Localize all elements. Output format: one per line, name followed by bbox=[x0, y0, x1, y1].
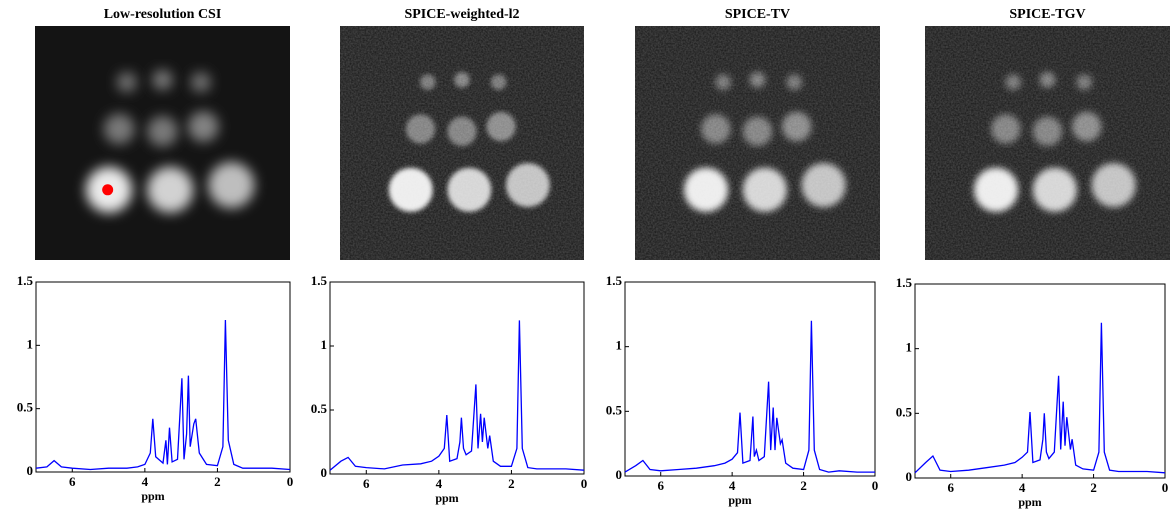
y-tick-label: 0.5 bbox=[311, 401, 328, 416]
phantom-vial bbox=[208, 162, 255, 209]
x-tick-label: 6 bbox=[657, 478, 664, 493]
phantom-image bbox=[35, 26, 290, 260]
x-tick-label: 6 bbox=[947, 480, 954, 495]
y-tick-label: 1 bbox=[616, 338, 623, 353]
y-tick-label: 1.5 bbox=[606, 273, 623, 288]
plot-frame bbox=[329, 281, 585, 475]
spectrum-line bbox=[329, 320, 585, 471]
phantom-vial bbox=[152, 69, 173, 91]
x-tick-label: 2 bbox=[508, 476, 515, 491]
y-tick-label: 1 bbox=[27, 336, 34, 351]
panel-title: SPICE-weighted-l2 bbox=[404, 7, 519, 22]
y-tick-label: 1.5 bbox=[311, 273, 328, 288]
image-noise bbox=[340, 26, 584, 260]
panel-title: SPICE-TGV bbox=[1009, 7, 1085, 22]
y-tick-label: 1 bbox=[906, 340, 913, 355]
image-noise bbox=[925, 26, 1170, 260]
y-tick-label: 1.5 bbox=[17, 273, 34, 288]
x-axis-label: ppm bbox=[1018, 495, 1041, 509]
x-tick-label: 2 bbox=[214, 474, 221, 489]
voxel-marker bbox=[102, 184, 114, 196]
x-tick-label: 0 bbox=[287, 474, 294, 489]
y-tick-label: 0 bbox=[321, 465, 328, 480]
x-axis-label: ppm bbox=[728, 493, 751, 507]
x-tick-label: 2 bbox=[1090, 480, 1097, 495]
x-tick-label: 0 bbox=[581, 476, 588, 491]
spectrum-line bbox=[914, 322, 1166, 474]
panel-title: Low-resolution CSI bbox=[104, 7, 222, 22]
phantom-vial bbox=[103, 113, 135, 145]
panel-title: SPICE-TV bbox=[725, 7, 790, 22]
x-tick-label: 0 bbox=[872, 478, 879, 493]
x-tick-label: 4 bbox=[1019, 480, 1026, 495]
y-tick-label: 0 bbox=[27, 463, 34, 478]
x-tick-label: 2 bbox=[800, 478, 807, 493]
phantom-image bbox=[340, 26, 584, 260]
phantom-image bbox=[635, 26, 880, 260]
x-tick-label: 0 bbox=[1162, 480, 1169, 495]
plot-frame bbox=[624, 281, 876, 477]
phantom-vial bbox=[188, 111, 219, 142]
x-tick-label: 4 bbox=[142, 474, 149, 489]
plot-frame bbox=[914, 283, 1166, 479]
plot-frame bbox=[35, 281, 291, 473]
phantom-image bbox=[925, 26, 1170, 260]
spectrum-line bbox=[35, 319, 291, 471]
phantom-vial bbox=[116, 71, 137, 93]
y-tick-label: 0.5 bbox=[17, 400, 34, 415]
phantom-vial bbox=[147, 116, 178, 147]
y-tick-label: 0 bbox=[906, 469, 913, 484]
y-tick-label: 0.5 bbox=[606, 402, 623, 417]
x-axis-label: ppm bbox=[435, 491, 458, 505]
spectrum-line bbox=[624, 320, 875, 473]
y-tick-label: 1.5 bbox=[896, 275, 913, 290]
y-tick-label: 0.5 bbox=[896, 404, 913, 419]
x-tick-label: 4 bbox=[436, 476, 443, 491]
y-tick-label: 0 bbox=[616, 467, 623, 482]
image-noise bbox=[635, 26, 880, 260]
x-tick-label: 4 bbox=[729, 478, 736, 493]
x-tick-label: 6 bbox=[363, 476, 370, 491]
y-tick-label: 1 bbox=[321, 337, 328, 352]
x-axis-label: ppm bbox=[141, 489, 164, 503]
phantom-vial bbox=[147, 166, 194, 213]
x-tick-label: 6 bbox=[69, 474, 76, 489]
phantom-vial bbox=[190, 71, 211, 93]
